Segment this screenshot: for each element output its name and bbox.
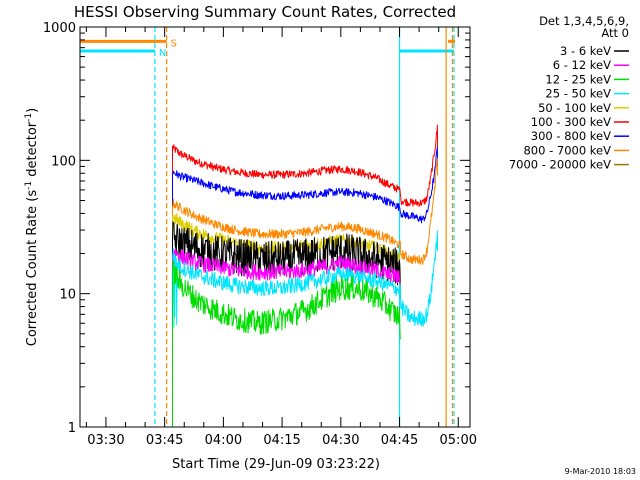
legend-label-5: 100 - 300 keV (531, 115, 611, 129)
legend-header-attenuator: Att 0 (601, 26, 629, 40)
y-axis-label-part3: ) (25, 108, 40, 113)
x-tick-label-3: 04:15 (263, 433, 300, 448)
x-tick-label-1: 03:45 (146, 433, 183, 448)
plot-frame (80, 27, 470, 427)
x-tick-label-4: 04:30 (322, 433, 359, 448)
flag-bar-label-N: N (159, 48, 166, 59)
chart-title: HESSI Observing Summary Count Rates, Cor… (74, 3, 456, 21)
y-axis-label: Corrected Count Rate (s-1 detector-1) (24, 108, 40, 346)
chart-canvas: HESSI Observing Summary Count Rates, Cor… (0, 0, 640, 480)
footnote-timestamp: 9-Mar-2010 18:03 (565, 467, 636, 476)
plot-area: SN (80, 27, 455, 427)
x-tick-label-5: 04:45 (381, 433, 418, 448)
series-line-2 (173, 158, 438, 427)
legend-label-0: 3 - 6 keV (560, 44, 611, 58)
legend-label-8: 7000 - 20000 keV (509, 158, 611, 172)
y-axis-label-sup1: -1 (24, 181, 34, 190)
legend-label-7: 800 - 7000 keV (523, 143, 611, 157)
x-axis-label: Start Time (29-Jun-09 03:23:22) (172, 457, 380, 472)
legend-label-4: 50 - 100 keV (538, 101, 611, 115)
y-axis-label-sup2: -1 (24, 113, 34, 122)
x-tick-label-0: 03:30 (87, 433, 124, 448)
y-tick-label-2: 100 (51, 154, 76, 169)
y-axis-label-part2: detector (25, 121, 40, 181)
y-tick-label-3: 1000 (43, 21, 76, 36)
legend-label-6: 300 - 800 keV (531, 129, 611, 143)
chart-svg: HESSI Observing Summary Count Rates, Cor… (0, 0, 640, 480)
x-tick-label-2: 04:00 (205, 433, 242, 448)
y-axis-label-part1: Corrected Count Rate (s (25, 190, 40, 347)
legend-label-3: 25 - 50 keV (545, 87, 611, 101)
y-tick-label-0: 1 (68, 421, 76, 436)
legend-label-2: 12 - 25 keV (545, 72, 611, 86)
legend-label-1: 6 - 12 keV (553, 58, 611, 72)
x-tick-label-6: 05:00 (440, 433, 477, 448)
series-line-4 (173, 222, 401, 427)
flag-bar-label-S: S (171, 38, 177, 49)
y-tick-label-1: 10 (59, 288, 76, 303)
